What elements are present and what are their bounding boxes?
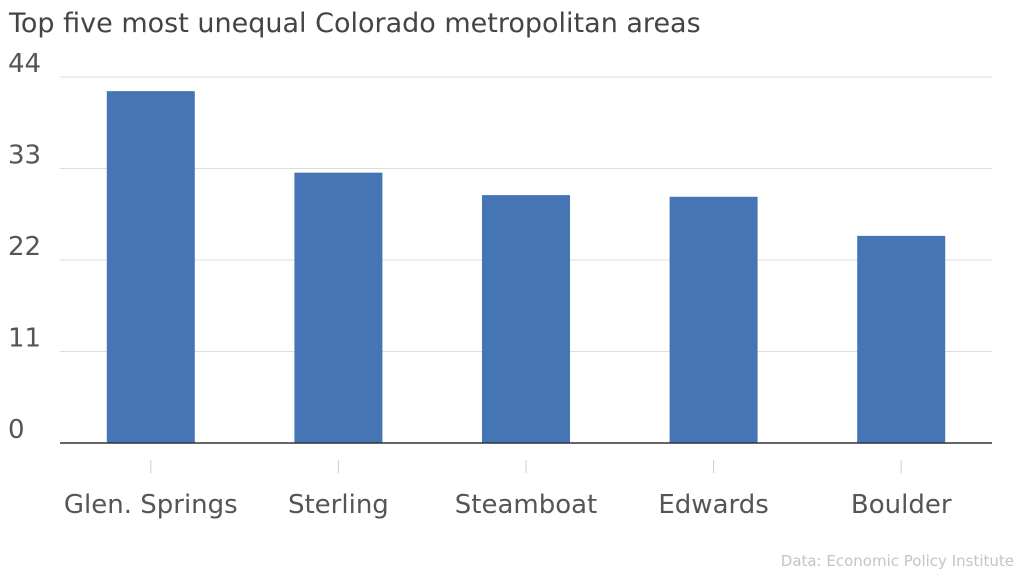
x-tick-label: Edwards: [658, 490, 768, 520]
x-tick-label: Glen. Springs: [64, 490, 238, 520]
bar: [857, 235, 946, 443]
y-tick-label: 22: [8, 232, 41, 262]
chart-title: Top five most unequal Colorado metropoli…: [9, 8, 701, 39]
bar: [482, 195, 570, 443]
x-tick-label: Steamboat: [455, 490, 598, 520]
bar: [294, 172, 383, 443]
y-tick-label: 44: [8, 49, 41, 79]
y-tick-label: 11: [8, 324, 41, 354]
y-tick-label: 33: [8, 141, 41, 171]
x-axis-ticks: Glen. Springs Sterling Steamboat Edwards Bou…: [64, 460, 952, 520]
bar: [106, 91, 195, 444]
source-note: Data: Economic Policy Institute: [780, 552, 1014, 570]
y-axis-tick-labels: 0 11 22 33 44: [8, 49, 41, 445]
y-tick-label: 0: [8, 415, 25, 445]
x-tick-label: Sterling: [288, 490, 389, 520]
x-tick-label: Boulder: [851, 490, 952, 520]
bar: [669, 196, 758, 443]
bars: [106, 91, 946, 444]
